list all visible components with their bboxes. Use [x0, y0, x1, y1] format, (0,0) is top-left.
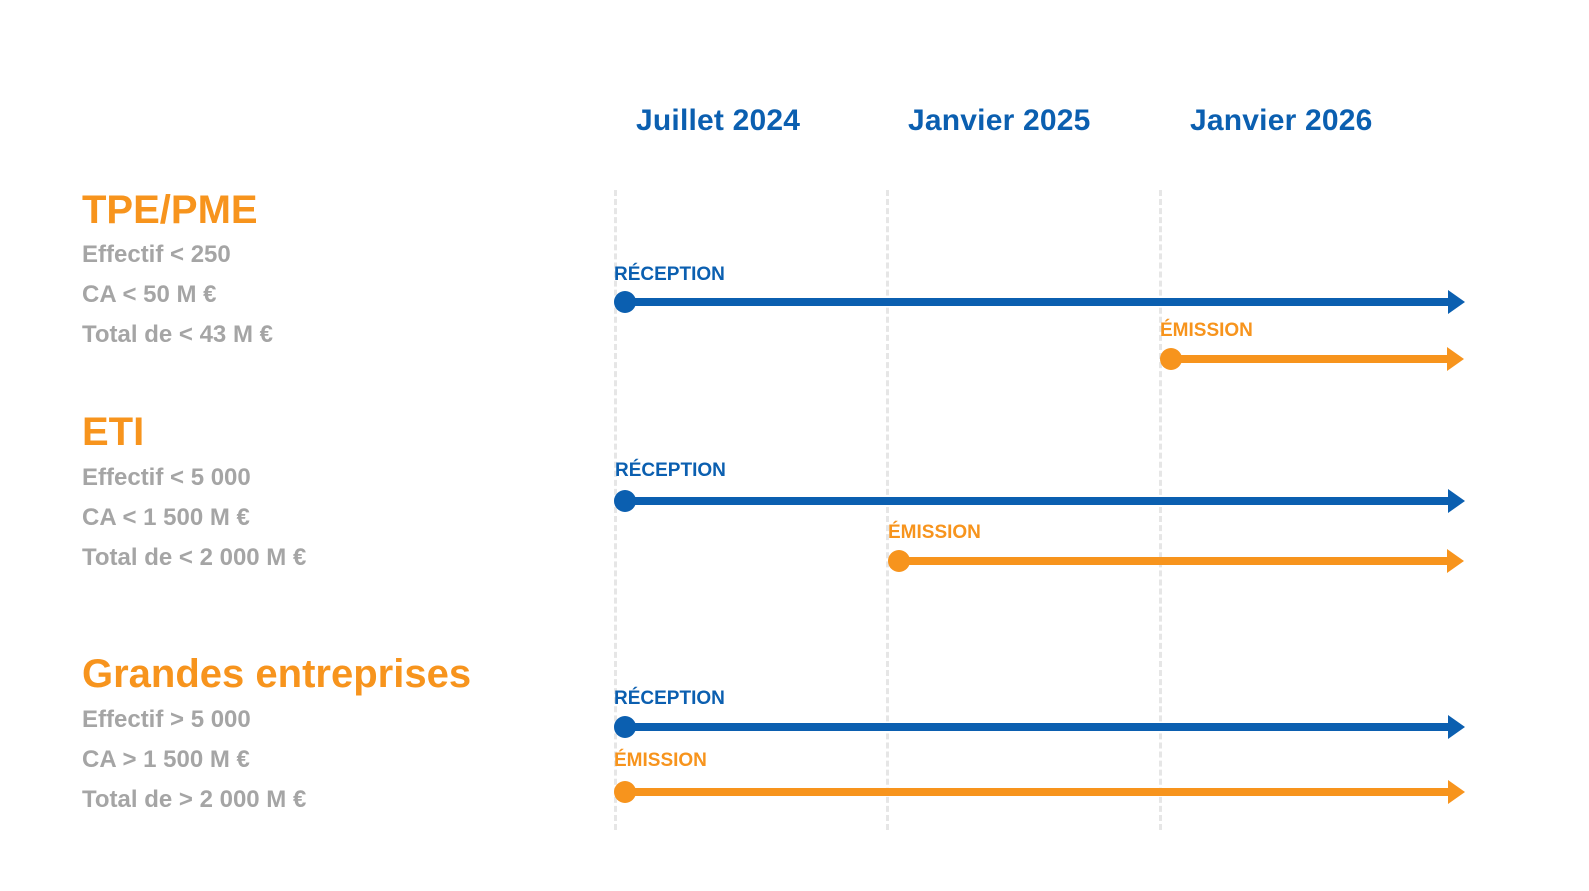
guide-line-janvier-2025: [886, 190, 889, 830]
segment-criterion: Total de < 2 000 M €: [82, 544, 307, 571]
date-header-janvier-2026: Janvier 2026: [1190, 104, 1373, 137]
arrowhead-icon: [1448, 489, 1465, 513]
timeline-arrow-emission: [1160, 347, 1464, 371]
segment-criterion: Total de < 43 M €: [82, 321, 273, 348]
guide-line-juillet-2024: [614, 190, 617, 830]
timeline-bar: [624, 723, 1449, 731]
date-header-juillet-2024: Juillet 2024: [636, 104, 801, 137]
segment-criterion: CA > 1 500 M €: [82, 746, 250, 773]
timeline-bar: [1170, 355, 1448, 363]
track-label-reception: RÉCEPTION: [614, 264, 725, 285]
segment-title-grandes-entreprises: Grandes entreprises: [82, 652, 472, 696]
segment-criterion: CA < 1 500 M €: [82, 504, 250, 531]
segment-criterion: CA < 50 M €: [82, 281, 217, 308]
track-label-reception: RÉCEPTION: [614, 688, 725, 709]
timeline-bar: [624, 298, 1449, 306]
track-label-emission: ÉMISSION: [888, 522, 981, 543]
arrowhead-icon: [1448, 715, 1465, 739]
track-label-reception: RÉCEPTION: [615, 460, 726, 481]
timeline-arrow-reception: [614, 290, 1465, 314]
segment-criterion: Effectif < 5 000: [82, 464, 251, 491]
segment-title-eti: ETI: [82, 410, 145, 454]
guide-line-janvier-2026: [1159, 190, 1162, 830]
segment-criterion: Effectif < 250: [82, 241, 231, 268]
arrowhead-icon: [1448, 290, 1465, 314]
track-label-emission: ÉMISSION: [1160, 320, 1253, 341]
arrowhead-icon: [1447, 549, 1464, 573]
segment-criterion: Total de > 2 000 M €: [82, 786, 307, 813]
timeline-arrow-emission: [888, 549, 1464, 573]
timeline-bar: [898, 557, 1448, 565]
segment-title-tpe-pme: TPE/PME: [82, 188, 258, 232]
arrowhead-icon: [1447, 347, 1464, 371]
date-header-janvier-2025: Janvier 2025: [908, 104, 1091, 137]
timeline-bar: [624, 788, 1449, 796]
timeline-arrow-reception: [614, 715, 1465, 739]
track-label-emission: ÉMISSION: [614, 750, 707, 771]
timeline-bar: [624, 497, 1449, 505]
segment-criterion: Effectif > 5 000: [82, 706, 251, 733]
timeline-arrow-reception: [614, 489, 1465, 513]
timeline-arrow-emission: [614, 780, 1465, 804]
arrowhead-icon: [1448, 780, 1465, 804]
